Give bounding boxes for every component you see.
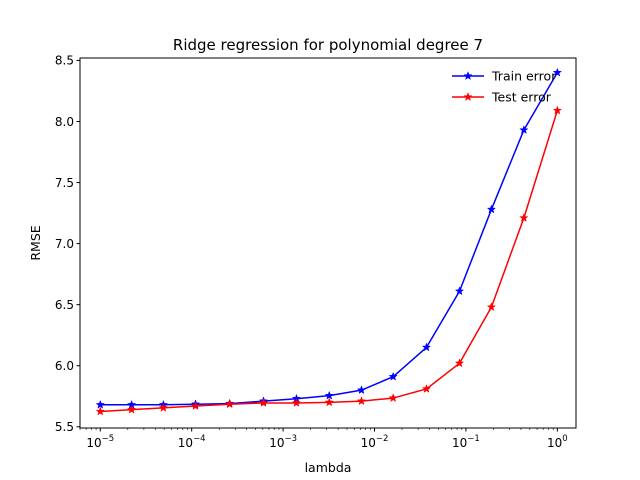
- x-tick-exponent: −5: [102, 434, 115, 444]
- legend-marker: [463, 92, 473, 101]
- legend-label: Train error: [491, 69, 557, 84]
- x-tick-exponent: −2: [376, 434, 389, 444]
- data-point: [190, 401, 201, 411]
- plot-area: [95, 67, 563, 416]
- x-tick-label: 10−5: [86, 434, 114, 450]
- y-axis: 5.5 6.0 6.5 7.0 7.5 8.0 8.5: [55, 54, 80, 434]
- x-tick-label: 10−1: [452, 434, 480, 450]
- data-point: [388, 371, 398, 381]
- data-point: [486, 302, 497, 312]
- y-tick-label: 6.5: [55, 298, 74, 312]
- x-axis: 10−5 10−4 10−3 10−2 10−1 100: [79, 428, 568, 450]
- legend-marker: [463, 71, 473, 80]
- x-tick-base: 10: [452, 436, 467, 450]
- y-tick-label: 8.0: [55, 115, 74, 129]
- x-tick-base: 10: [178, 436, 193, 450]
- data-point: [486, 204, 497, 214]
- x-tick-label: 100: [547, 434, 568, 450]
- plot-frame: [79, 57, 577, 429]
- data-point: [356, 385, 367, 395]
- x-tick-exponent: −1: [467, 434, 480, 444]
- y-axis-label: RMSE: [28, 225, 43, 260]
- data-point: [421, 342, 432, 352]
- data-point: [552, 67, 563, 77]
- y-tick-label: 6.0: [55, 359, 74, 373]
- x-axis-label: lambda: [305, 460, 352, 475]
- series-line: [100, 110, 559, 413]
- data-point: [224, 399, 235, 409]
- x-tick-base: 10: [269, 436, 284, 450]
- legend: Train error Test error: [452, 69, 557, 105]
- data-point: [324, 397, 334, 407]
- data-point: [454, 358, 465, 368]
- data-point: [388, 393, 398, 403]
- data-point: [421, 384, 432, 393]
- x-tick-exponent: 0: [562, 434, 567, 444]
- data-point: [291, 398, 302, 407]
- data-point: [126, 404, 137, 414]
- x-tick-base: 10: [547, 436, 562, 450]
- x-tick-exponent: −4: [193, 434, 206, 444]
- legend-label: Test error: [491, 90, 552, 105]
- data-point: [519, 213, 529, 222]
- data-point: [158, 402, 169, 412]
- data-point: [95, 406, 105, 416]
- data-point: [552, 105, 563, 115]
- data-point: [454, 286, 465, 296]
- x-tick-label: 10−4: [178, 434, 206, 450]
- data-point: [519, 125, 529, 135]
- y-tick-label: 8.5: [55, 54, 74, 68]
- x-tick-base: 10: [361, 436, 376, 450]
- data-point: [95, 399, 105, 409]
- x-tick-label: 10−2: [361, 434, 389, 450]
- data-point: [356, 396, 367, 406]
- y-tick-label: 7.0: [55, 237, 74, 251]
- chart-title: Ridge regression for polynomial degree 7: [173, 36, 483, 54]
- y-tick-label: 7.5: [55, 176, 74, 190]
- series-line: [100, 72, 558, 406]
- x-tick-label: 10−3: [269, 434, 297, 450]
- x-tick-base: 10: [86, 436, 101, 450]
- data-point: [324, 390, 334, 400]
- data-point: [258, 398, 269, 407]
- x-tick-exponent: −3: [284, 434, 297, 444]
- y-tick-label: 5.5: [55, 420, 74, 434]
